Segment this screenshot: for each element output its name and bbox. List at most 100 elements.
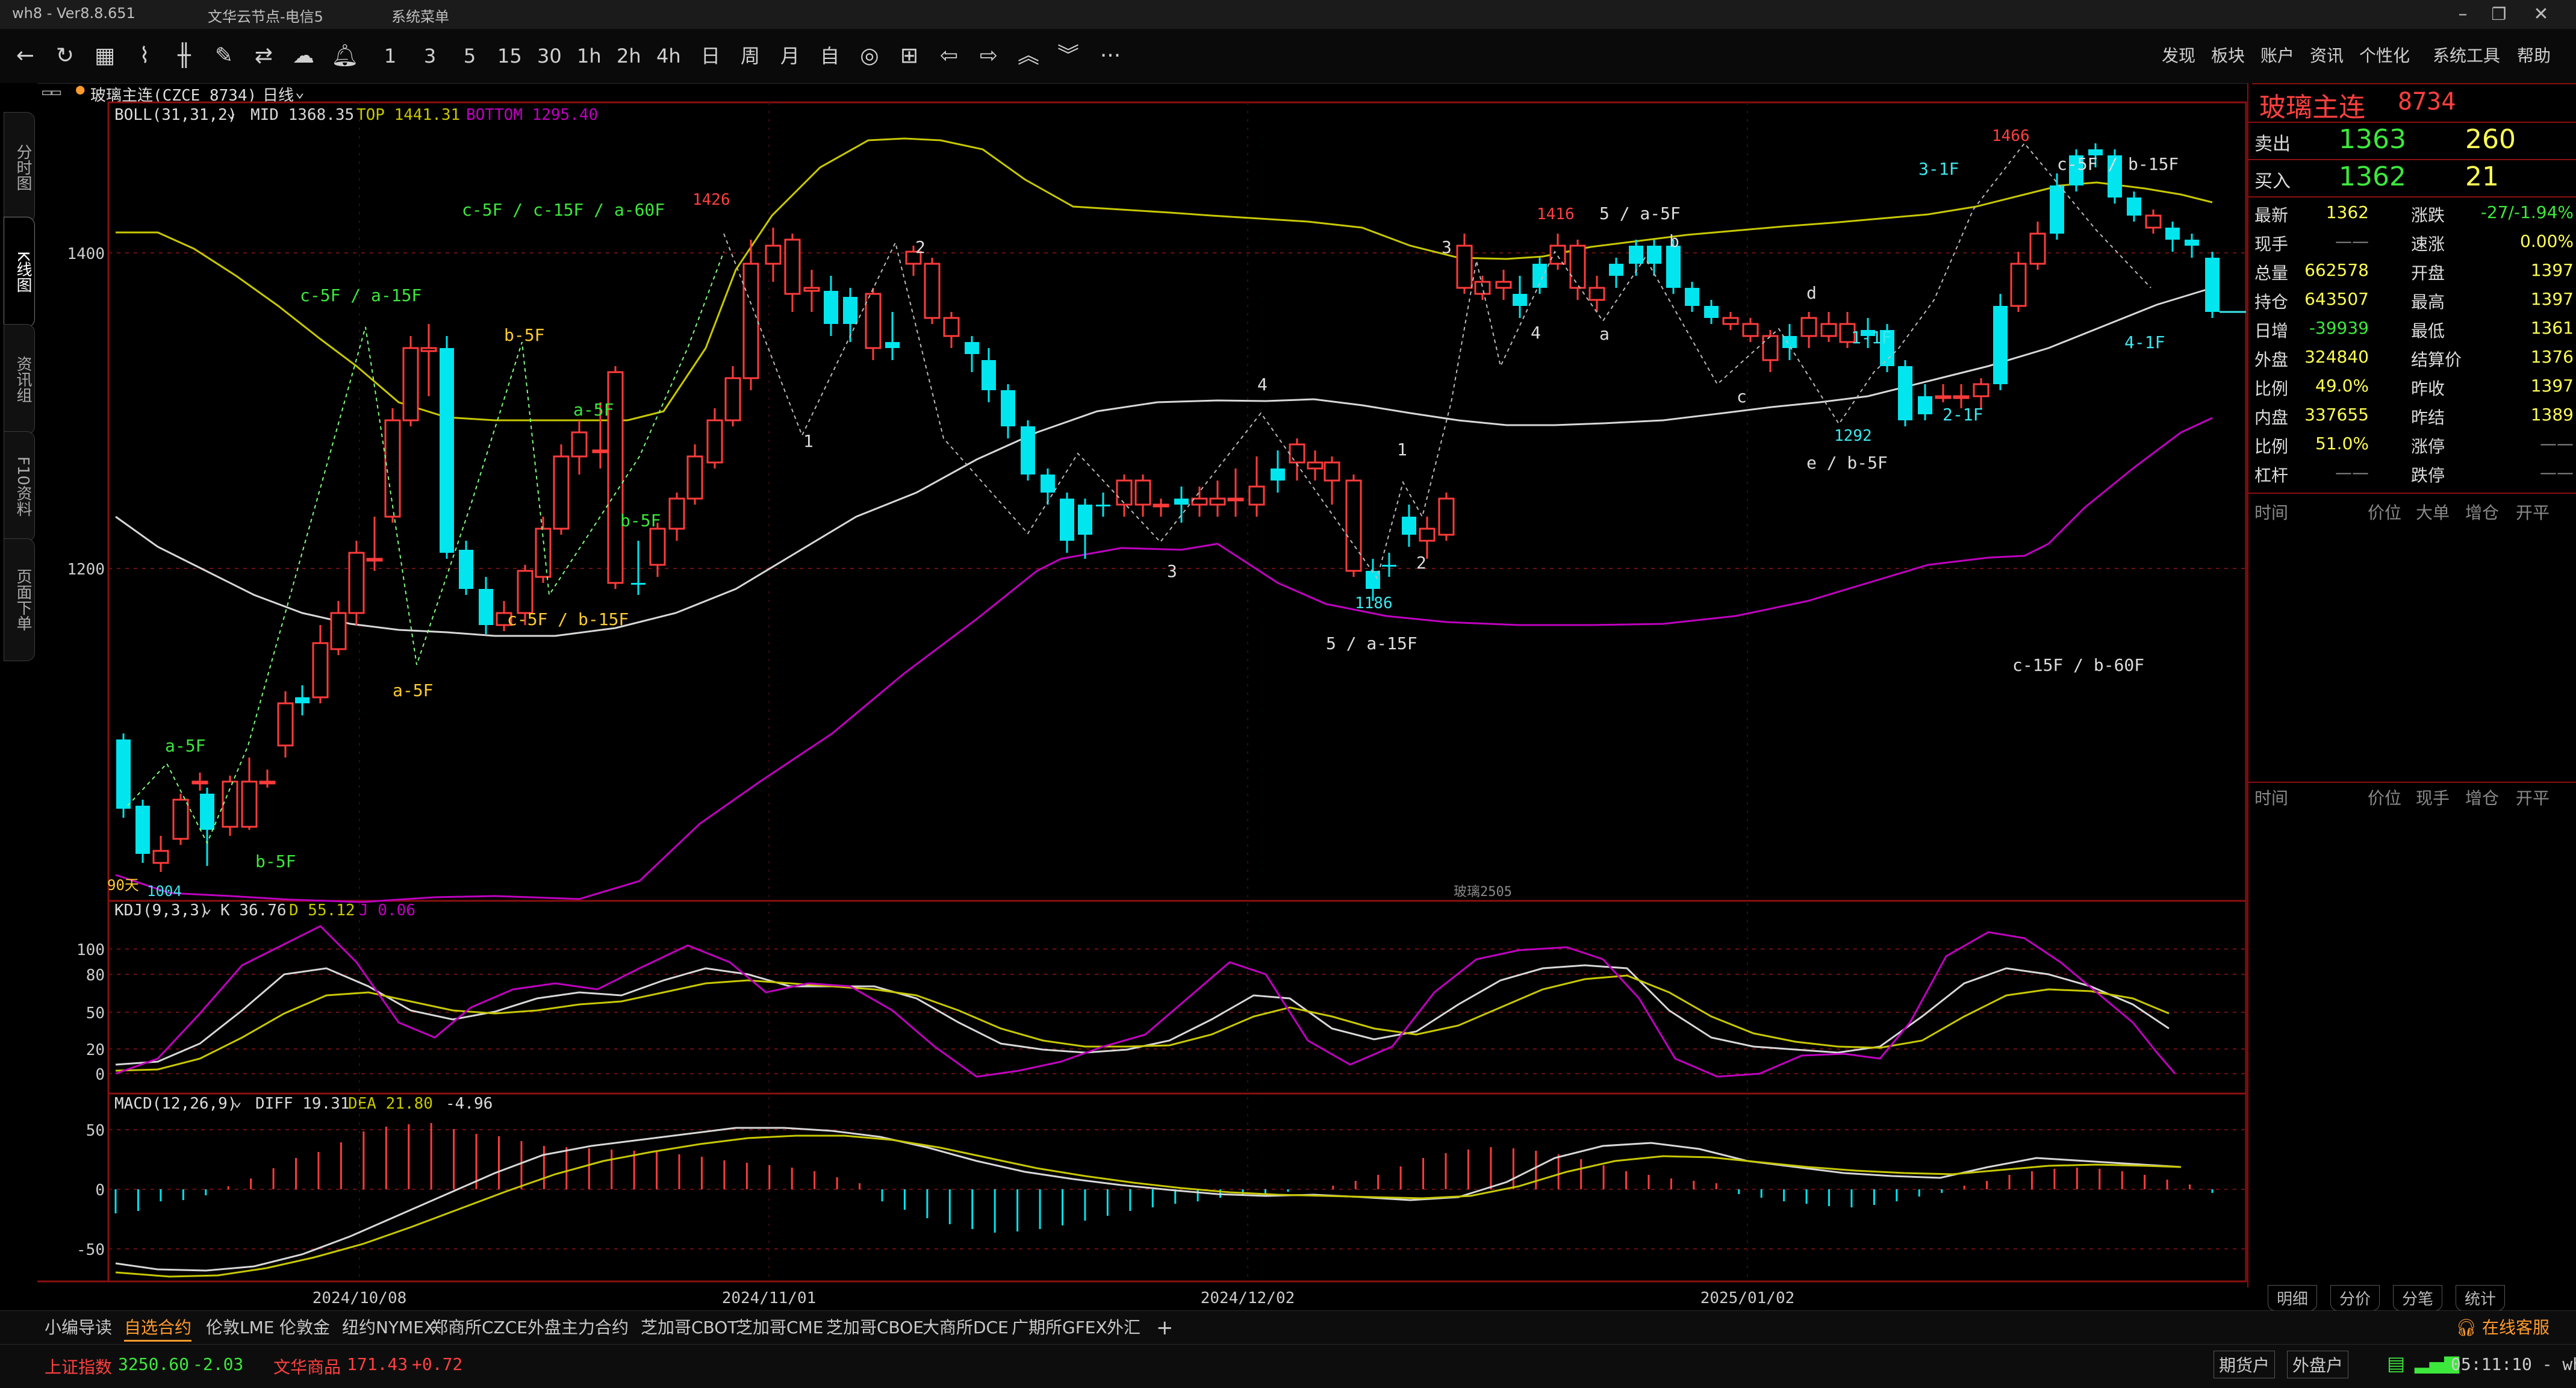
candle-body [1116, 479, 1133, 506]
menu-news[interactable]: 资讯 [2310, 46, 2344, 66]
chevron-down-icon[interactable]: ⌄ [232, 1092, 242, 1110]
next-icon[interactable]: ⇨ [979, 43, 998, 68]
tab-watchlist[interactable]: 自选合约 [124, 1316, 192, 1342]
table-icon[interactable]: ▦ [94, 43, 115, 68]
candle-body [2108, 155, 2122, 198]
date-label: 2024/11/01 [722, 1289, 817, 1307]
menu-account[interactable]: 账户 [2260, 46, 2295, 66]
divider [2248, 493, 2576, 494]
period-15[interactable]: 15 [497, 45, 522, 67]
period-week[interactable]: 周 [740, 45, 760, 67]
tab-forex[interactable]: 外汇 [1107, 1318, 1141, 1337]
label-low-1186: 1186 [1355, 594, 1393, 612]
zoom-icon[interactable]: ⊞ [900, 43, 919, 68]
more-icon[interactable]: ··· [1100, 43, 1121, 68]
macd-tick-50: 50 [86, 1122, 105, 1140]
add-tab-button[interactable]: + [1156, 1316, 1174, 1340]
chevron-down-icon[interactable]: ⌄ [202, 899, 212, 917]
period-3[interactable]: 3 [423, 45, 437, 67]
candle-body [1307, 461, 1324, 470]
tab-foreign-main[interactable]: 外盘主力合约 [527, 1318, 629, 1337]
app-version: wh8 - Ver8.8.651 [12, 5, 135, 22]
server-node[interactable]: 文华云节点-电信5 [208, 8, 323, 25]
period-day[interactable]: 日 [700, 45, 720, 67]
tab-guide[interactable]: 小编导读 [45, 1318, 113, 1337]
menu-tools[interactable]: 系统工具 [2433, 46, 2501, 66]
refresh-icon[interactable]: ↻ [55, 43, 75, 68]
watermark-label: 玻璃2505 [1454, 885, 1512, 900]
line-chart-icon[interactable]: ⌇ [139, 43, 150, 68]
headset-icon[interactable]: 🎧︎ [2456, 1318, 2477, 1337]
period-30[interactable]: 30 [537, 45, 562, 67]
tab-lme[interactable]: 伦敦LME [206, 1318, 275, 1337]
minimize-icon[interactable]: – [2458, 4, 2468, 25]
tab-price-dist[interactable]: 分价 [2330, 1285, 2380, 1311]
kdj-j-line [115, 925, 2176, 1078]
period-4h[interactable]: 4h [656, 45, 681, 67]
period-1[interactable]: 1 [384, 45, 397, 67]
period-custom[interactable]: 自 [820, 45, 839, 67]
close-icon[interactable]: ✕ [2533, 4, 2549, 25]
period-5[interactable]: 5 [463, 45, 476, 67]
tab-cbot[interactable]: 芝加哥CBOT [641, 1318, 738, 1337]
tab-dce[interactable]: 大商所DCE [922, 1318, 1009, 1337]
futures-account-button[interactable]: 期货户 [2214, 1351, 2276, 1378]
macd-dea: DEA 21.80 [348, 1095, 433, 1113]
tab-timeshare[interactable]: 分时图 [4, 112, 35, 223]
tab-london-gold[interactable]: 伦敦金 [279, 1318, 331, 1337]
compare-icon[interactable]: ⇄ [254, 43, 273, 68]
bid-price[interactable]: 1362 [2339, 161, 2406, 192]
quote-row: 比例 49.0% 昨收 1397 [2248, 372, 2576, 401]
system-menu[interactable]: 系统菜单 [391, 8, 449, 25]
back-icon[interactable]: ← [16, 43, 35, 68]
macd-value: -4.96 [446, 1095, 493, 1113]
annotations: c-5F / a-15F c-5F / c-15F / a-60F b-5F a… [107, 127, 2179, 900]
title-bar: wh8 - Ver8.8.651 文华云节点-电信5 系统菜单 – ❐ ✕ [0, 0, 2576, 30]
tab-news-group[interactable]: 资讯组 [4, 324, 35, 435]
quote-value: —— [2335, 231, 2369, 251]
tab-kline[interactable]: K线图 [4, 217, 35, 328]
tab-gfex[interactable]: 广期所GFEX [1012, 1318, 1107, 1337]
index1-value: 3250.60 [118, 1354, 190, 1374]
boll-label[interactable]: BOLL(31,31,2) [114, 106, 237, 124]
ask-price[interactable]: 1363 [2339, 124, 2406, 155]
period-1h[interactable]: 1h [577, 45, 602, 67]
restore-icon[interactable]: ❐ [2491, 4, 2507, 24]
tab-detail[interactable]: 明细 [2268, 1285, 2318, 1311]
period-2h[interactable]: 2h [617, 45, 641, 67]
kline-chart[interactable]: 1400 1200 100 80 50 20 0 50 0 -50 2024/1… [37, 83, 2247, 1310]
menu-help[interactable]: 帮助 [2517, 46, 2551, 66]
tab-ticks[interactable]: 分笔 [2393, 1285, 2443, 1311]
eye-icon[interactable]: ◎ [860, 43, 879, 68]
chevron-down-icon[interactable]: ⌄ [295, 83, 305, 101]
tab-stats[interactable]: 统计 [2456, 1285, 2506, 1311]
menu-discover[interactable]: 发现 [2162, 46, 2196, 66]
collapse-up-icon[interactable]: ︽ [1017, 43, 1039, 68]
chevron-down-icon[interactable]: ⌄ [226, 104, 236, 122]
candle-body [553, 455, 570, 530]
kdj-label[interactable]: KDJ(9,3,3) [114, 901, 209, 920]
alert-icon[interactable]: 🔔︎ [331, 43, 359, 68]
tab-f10[interactable]: F10资料 [4, 431, 35, 542]
tab-order[interactable]: 页面下单 [4, 538, 35, 661]
prev-icon[interactable]: ⇦ [939, 43, 959, 68]
kdj-k-line [115, 964, 2170, 1066]
tab-czce[interactable]: 郑商所CZCE [431, 1318, 527, 1337]
kdj-d-line [115, 974, 2170, 1072]
expand-down-icon[interactable]: ︾ [1057, 43, 1079, 68]
tab-cme[interactable]: 芝加哥CME [736, 1318, 824, 1337]
candle-body [885, 342, 900, 348]
cloud-icon[interactable]: ☁ [293, 43, 314, 68]
kline-icon[interactable]: ╫ [178, 43, 191, 68]
menu-personalize[interactable]: 个性化 [2359, 46, 2410, 66]
online-service-link[interactable]: 在线客服 [2482, 1318, 2550, 1337]
period-month[interactable]: 月 [780, 45, 800, 67]
tab-nymex[interactable]: 纽约NYMEX [342, 1318, 436, 1337]
tab-cboe[interactable]: 芝加哥CBOE [826, 1318, 924, 1337]
macd-label[interactable]: MACD(12,26,9) [114, 1095, 237, 1113]
label-3-1f: 3-1F [1918, 159, 1959, 179]
menu-sector[interactable]: 板块 [2211, 46, 2245, 66]
draw-icon[interactable]: ✎ [214, 43, 234, 68]
table-icon[interactable]: ▤ [2387, 1352, 2406, 1375]
foreign-account-button[interactable]: 外盘户 [2287, 1351, 2349, 1378]
